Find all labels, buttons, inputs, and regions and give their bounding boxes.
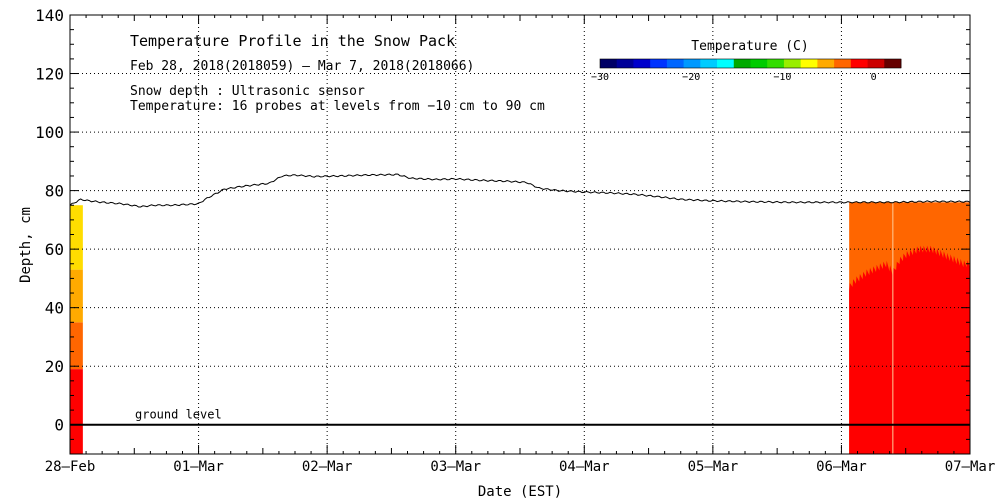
- y-tick-label-6: 120: [35, 65, 64, 84]
- colorbar-swatch-17: [884, 59, 902, 68]
- colorbar-swatch-14: [834, 59, 852, 68]
- colorbar-swatch-15: [850, 59, 868, 68]
- y-axis-label: Depth, cm: [18, 207, 34, 283]
- x-tick-label-4: 04–Mar: [559, 459, 610, 475]
- temp-layer-0-1: [70, 322, 83, 370]
- colorbar-swatch-3: [650, 59, 668, 68]
- ground-level: ground level: [70, 408, 970, 426]
- colorbar-swatch-9: [750, 59, 768, 68]
- colorbar-swatch-2: [633, 59, 651, 68]
- colorbar-swatch-1: [616, 59, 634, 68]
- ground-level-label: ground level: [135, 408, 222, 422]
- x-tick-label-7: 07–Mar: [945, 459, 996, 475]
- colorbar-tick-label-2: −10: [773, 72, 791, 83]
- snow-depth-series: [69, 173, 971, 208]
- colorbar-swatch-11: [783, 59, 802, 68]
- snow-depth-line: [69, 173, 971, 208]
- x-tick-label-1: 01–Mar: [173, 459, 224, 475]
- colorbar-swatch-4: [666, 59, 685, 68]
- colorbar-swatch-10: [767, 59, 785, 68]
- x-tick-label-2: 02–Mar: [302, 459, 353, 475]
- y-tick-label-7: 140: [35, 6, 64, 25]
- temp-lower-layer: [849, 245, 970, 454]
- x-tick-label-6: 06–Mar: [816, 459, 867, 475]
- x-tick-label-3: 03–Mar: [430, 459, 481, 475]
- temperature-fills: [70, 202, 970, 454]
- y-tick-label-1: 20: [45, 357, 64, 376]
- x-tick-label-0: 28–Feb: [45, 459, 96, 475]
- x-axis-label: Date (EST): [478, 484, 562, 500]
- axes: 0 20 40 60 80 100 120 140 28–Feb 01–Mar 02–Mar 03–M…: [35, 6, 995, 475]
- colorbar-swatch-7: [717, 59, 735, 68]
- colorbar-title: Temperature (C): [691, 39, 808, 54]
- y-tick-label-5: 100: [35, 123, 64, 142]
- colorbar-swatch-12: [800, 59, 818, 68]
- note-temperature-probes: Temperature: 16 probes at levels from −1…: [130, 99, 545, 114]
- colorbar-swatch-5: [683, 59, 701, 68]
- y-tick-label-2: 40: [45, 299, 64, 318]
- temperature-colorbar: Temperature (C) −30 −20 −10 0: [591, 39, 902, 83]
- temp-layer-0-2: [70, 269, 83, 323]
- colorbar-tick-label-1: −20: [682, 72, 700, 83]
- temp-layer-0-0: [70, 369, 83, 454]
- colorbar-tick-label-3: 0: [871, 72, 877, 83]
- colorbar-swatch-13: [817, 59, 835, 68]
- y-tick-label-3: 60: [45, 240, 64, 259]
- colorbar-swatch-6: [700, 59, 718, 68]
- colorbar-swatch-8: [733, 59, 751, 68]
- note-snow-depth: Snow depth : Ultrasonic sensor: [130, 84, 365, 99]
- colorbar-frame: [599, 58, 902, 69]
- colorbar-swatch-0: [600, 59, 618, 68]
- grid-lines: [70, 15, 970, 454]
- temp-layer-0-3: [70, 205, 83, 270]
- x-tick-label-5: 05–Mar: [688, 459, 739, 475]
- colorbar-swatch-16: [867, 59, 885, 68]
- chart-subtitle: Feb 28, 2018(2018059) – Mar 7, 2018(2018…: [130, 59, 474, 74]
- y-tick-label-0: 0: [54, 416, 64, 435]
- plot-frame: [69, 14, 971, 455]
- colorbar-tick-label-0: −30: [591, 72, 609, 83]
- chart-title: Temperature Profile in the Snow Pack: [130, 32, 455, 50]
- y-tick-label-4: 80: [45, 182, 64, 201]
